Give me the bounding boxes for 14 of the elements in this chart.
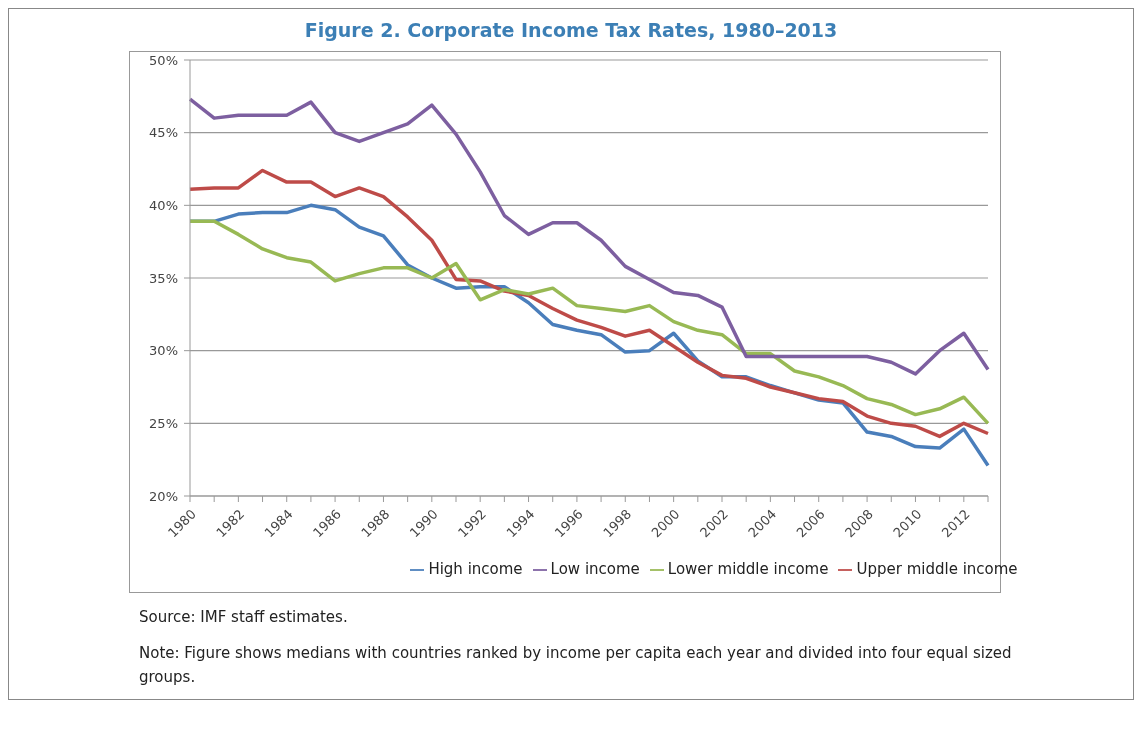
- y-tick-label: 50%: [149, 52, 178, 68]
- source-note: Source: IMF staff estimates.: [139, 607, 349, 628]
- legend-label: Low income: [550, 560, 640, 578]
- text: Note: Figure shows medians with countries ranked by income per capita each year and divided into four equal sized groups.: [139, 643, 1013, 688]
- y-tick-label: 35%: [149, 270, 178, 286]
- y-tick-label: 30%: [149, 343, 178, 359]
- y-tick-label: 25%: [149, 415, 178, 431]
- chart-title: Figure 2. Corporate Income Tax Rates, 1980–2013: [303, 19, 839, 41]
- legend-label: Lower middle income: [667, 560, 829, 578]
- y-tick-label: 45%: [149, 125, 178, 141]
- y-tick-label: 40%: [149, 197, 178, 213]
- y-tick-label: 20%: [149, 488, 178, 504]
- legend-label: Upper middle income: [856, 560, 1018, 578]
- legend-label: High income: [428, 560, 523, 578]
